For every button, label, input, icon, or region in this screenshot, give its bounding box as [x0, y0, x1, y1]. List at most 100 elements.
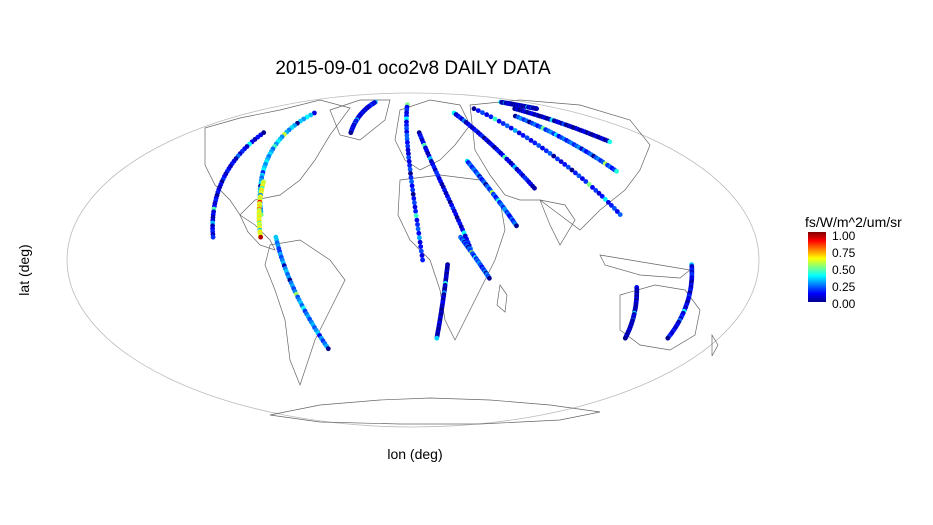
- data-point: [607, 139, 613, 145]
- data-point: [417, 239, 423, 245]
- data-point: [480, 110, 485, 116]
- europe-outline: [394, 99, 471, 171]
- data-point: [404, 133, 410, 138]
- data-point: [471, 106, 477, 112]
- antarctica-outline: [269, 397, 601, 425]
- data-point: [562, 162, 568, 167]
- data-point: [404, 119, 409, 125]
- data-point: [420, 257, 425, 263]
- data-point: [617, 212, 623, 218]
- data-point: [404, 136, 410, 142]
- data-point: [484, 112, 490, 118]
- data-point: [508, 125, 514, 131]
- data-point: [555, 156, 560, 162]
- data-point: [413, 208, 418, 214]
- data-point: [312, 110, 317, 116]
- data-point: [593, 188, 599, 193]
- globe-outline: [66, 92, 760, 428]
- data-point: [583, 179, 589, 184]
- data-tracks: [210, 99, 695, 352]
- data-point: [415, 222, 420, 227]
- data-point: [412, 200, 417, 206]
- data-point: [419, 253, 425, 258]
- asia-outline: [469, 99, 651, 231]
- data-point: [408, 175, 414, 180]
- colorbar: [808, 232, 826, 302]
- legend-tick-050: 0.50: [832, 263, 856, 277]
- data-point: [404, 126, 409, 131]
- data-point: [580, 176, 585, 182]
- data-point: [565, 164, 571, 170]
- data-point: [520, 133, 526, 138]
- data-point: [569, 167, 575, 173]
- data-point: [622, 335, 628, 341]
- data-point: [407, 163, 412, 168]
- data-point: [405, 140, 410, 145]
- indonesia-outline: [599, 254, 691, 279]
- data-point: [409, 183, 415, 189]
- data-point: [665, 335, 671, 341]
- data-point: [540, 145, 545, 151]
- data-point: [606, 200, 611, 205]
- x-axis-label: lon (deg): [387, 446, 443, 462]
- data-point: [551, 153, 557, 159]
- chart-title: 2015-09-01 oco2v8 DAILY DATA: [275, 58, 551, 79]
- data-point: [596, 190, 602, 196]
- data-point: [547, 151, 553, 156]
- data-point: [434, 335, 440, 341]
- data-point: [558, 159, 564, 165]
- new-zealand-outline: [711, 333, 719, 357]
- legend-tick-100: 1.00: [832, 229, 856, 243]
- data-point: [325, 346, 331, 352]
- data-point: [524, 135, 530, 141]
- data-point: [512, 128, 518, 133]
- data-point: [612, 206, 617, 211]
- data-point: [528, 138, 534, 143]
- data-point: [210, 234, 216, 240]
- central-america-outline: [239, 214, 276, 251]
- data-point: [405, 147, 411, 153]
- north-america-outline: [204, 99, 351, 216]
- data-point: [417, 235, 422, 241]
- data-point: [410, 187, 416, 193]
- data-point: [504, 123, 510, 129]
- data-point: [492, 116, 498, 122]
- data-point: [415, 226, 421, 232]
- india-outline: [539, 199, 576, 246]
- data-point: [409, 179, 414, 185]
- data-point: [532, 140, 538, 146]
- data-point: [590, 185, 595, 190]
- legend-tick-075: 0.75: [832, 246, 856, 260]
- data-point: [416, 230, 422, 236]
- data-point: [406, 159, 412, 164]
- greenland-outline: [329, 99, 391, 141]
- data-point: [500, 121, 506, 126]
- data-point: [406, 155, 412, 160]
- data-point: [573, 170, 578, 176]
- madagascar-outline: [496, 284, 508, 313]
- data-point: [488, 114, 494, 120]
- data-point: [414, 217, 420, 223]
- data-point: [614, 209, 620, 214]
- data-point: [609, 203, 614, 208]
- data-point: [514, 223, 519, 229]
- data-point: [602, 196, 608, 202]
- data-point: [308, 112, 314, 118]
- data-point: [413, 213, 419, 219]
- data-point: [586, 182, 592, 187]
- data-point: [412, 204, 418, 210]
- data-point: [407, 167, 413, 172]
- data-point: [418, 244, 424, 250]
- data-point: [411, 196, 417, 201]
- data-point: [516, 130, 522, 136]
- legend-tick-025: 0.25: [832, 280, 856, 294]
- data-point: [536, 143, 542, 148]
- data-point: [405, 143, 411, 149]
- data-point: [614, 168, 619, 174]
- data-point: [487, 275, 492, 281]
- data-point: [576, 173, 582, 179]
- data-point: [410, 191, 416, 197]
- data-point: [543, 148, 549, 154]
- data-point: [532, 185, 537, 191]
